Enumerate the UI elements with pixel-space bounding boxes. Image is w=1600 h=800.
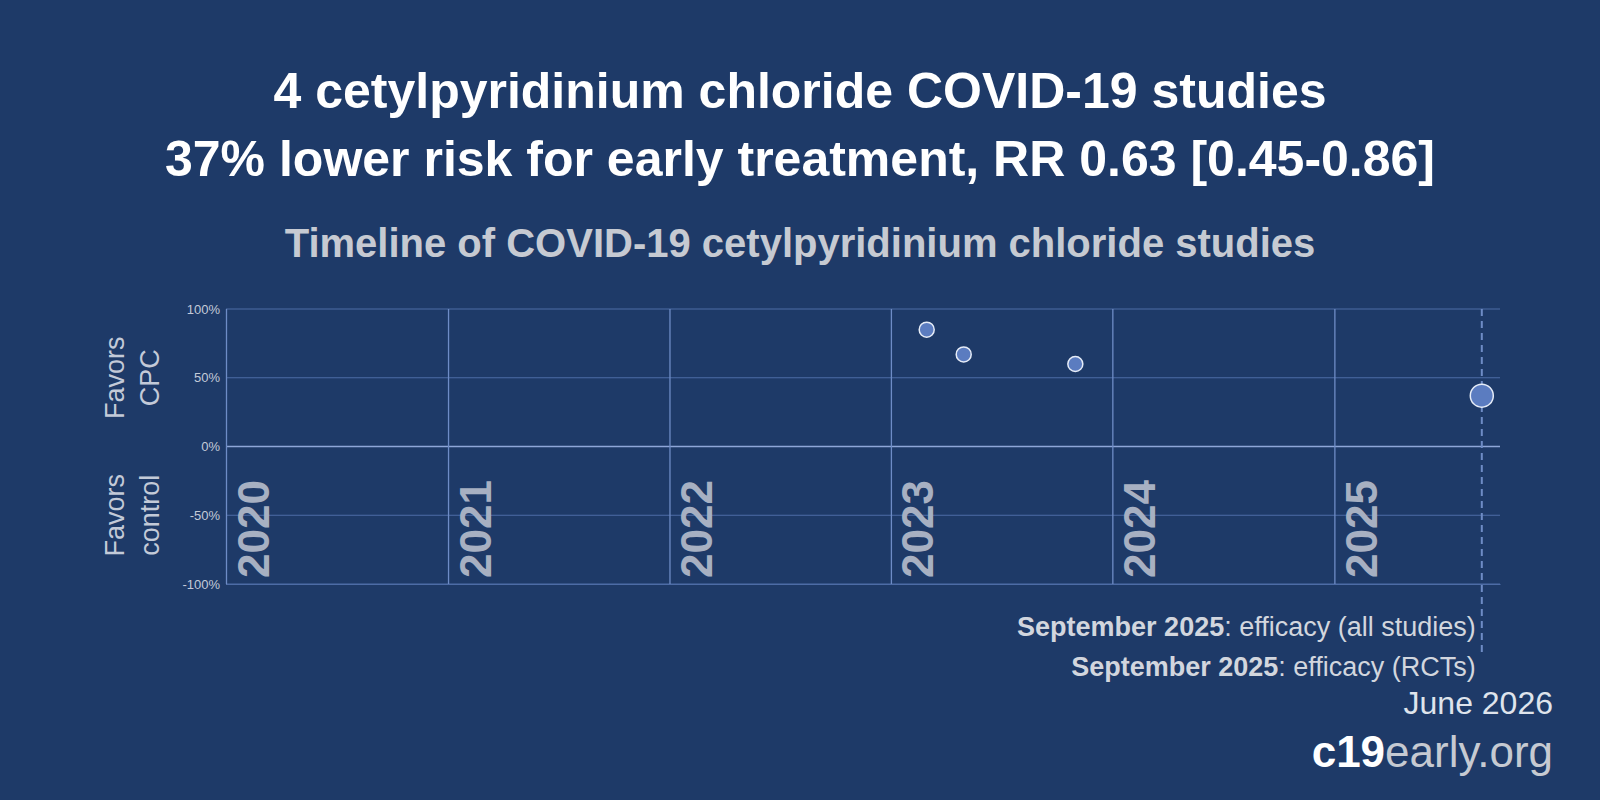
y-tick-label: 100% <box>187 302 221 317</box>
y-axis-line <box>226 310 227 585</box>
x-grid-line <box>226 309 227 584</box>
brand-part: c19 <box>1312 727 1385 776</box>
plot-title: Timeline of COVID-19 cetylpyridinium chl… <box>285 221 1316 265</box>
y-tick-label: -100% <box>182 577 220 592</box>
brand-part: early.org <box>1385 727 1553 776</box>
efficacy-note: September 2025: efficacy (RCTs) <box>1071 652 1476 682</box>
y-axis: -100% -50% 0% 50% 100% <box>182 302 226 592</box>
x-grid-line <box>1112 309 1113 584</box>
x-grid-line <box>1334 309 1335 584</box>
y-tick-label: 0% <box>201 439 220 454</box>
x-tick: 2023 <box>891 309 942 584</box>
title: 4 cetylpyridinium chloride COVID-19 stud… <box>273 63 1326 119</box>
efficacy-note-text: : efficacy (all studies) <box>1224 612 1476 642</box>
subtitle: 37% lower risk for early treatment, RR 0… <box>165 131 1435 187</box>
date-note: June 2026 <box>1404 685 1553 721</box>
x-grid-line <box>669 309 670 584</box>
grid-line <box>226 446 1500 448</box>
x-grid-line <box>448 309 449 584</box>
efficacy-note-date: September 2025 <box>1017 612 1224 642</box>
y-tick: 0% <box>201 439 226 454</box>
y-axis-title-line: CPC <box>135 349 165 406</box>
efficacy-point <box>1470 384 1493 407</box>
chart: 4 cetylpyridinium chloride COVID-19 stud… <box>0 0 1600 800</box>
y-tick-label: 50% <box>194 370 220 385</box>
x-tick: 2024 <box>1113 309 1164 584</box>
efficacy-note-text: : efficacy (RCTs) <box>1278 652 1476 682</box>
x-axis: 2020 2021 2022 2023 2024 2025 <box>227 309 1501 585</box>
y-axis-title: Favorscontrol <box>100 474 165 557</box>
x-tick: 2020 <box>227 309 278 584</box>
x-tick-label: 2023 <box>893 480 942 578</box>
y-tick-label: -50% <box>190 508 221 523</box>
x-tick: 2021 <box>449 309 500 584</box>
points <box>919 322 1493 407</box>
efficacy-note: September 2025: efficacy (all studies) <box>1017 612 1476 642</box>
y-tick: -50% <box>190 508 226 523</box>
y-axis-title-line: Favors <box>100 474 130 557</box>
study-point <box>956 347 971 362</box>
study-point <box>1068 357 1083 372</box>
x-axis-line <box>227 584 1501 585</box>
x-grid-line <box>891 309 892 584</box>
study-point <box>919 322 934 337</box>
y-tick: 50% <box>194 370 226 385</box>
y-axis-title: FavorsCPC <box>100 336 165 419</box>
grid-line <box>226 584 1500 585</box>
y-grid <box>226 309 1500 584</box>
grid-line <box>226 377 1500 378</box>
x-tick: 2022 <box>670 309 721 584</box>
y-tick: -100% <box>182 577 226 592</box>
x-tick-label: 2021 <box>451 480 500 578</box>
y-axis-title-line: Favors <box>100 336 130 419</box>
y-axis-title-line: control <box>135 475 165 556</box>
x-tick-label: 2024 <box>1115 480 1164 578</box>
y-tick: 100% <box>187 302 226 317</box>
efficacy-date-line <box>1481 309 1483 652</box>
x-tick-label: 2020 <box>229 480 278 578</box>
grid-line <box>226 309 1500 310</box>
efficacy-note-date: September 2025 <box>1071 652 1278 682</box>
x-tick-label: 2022 <box>672 480 721 578</box>
x-tick-label: 2025 <box>1337 480 1386 578</box>
grid-line <box>226 515 1500 516</box>
background <box>0 0 1600 800</box>
x-tick: 2025 <box>1335 309 1386 584</box>
brand: c19early.org <box>1312 727 1553 776</box>
